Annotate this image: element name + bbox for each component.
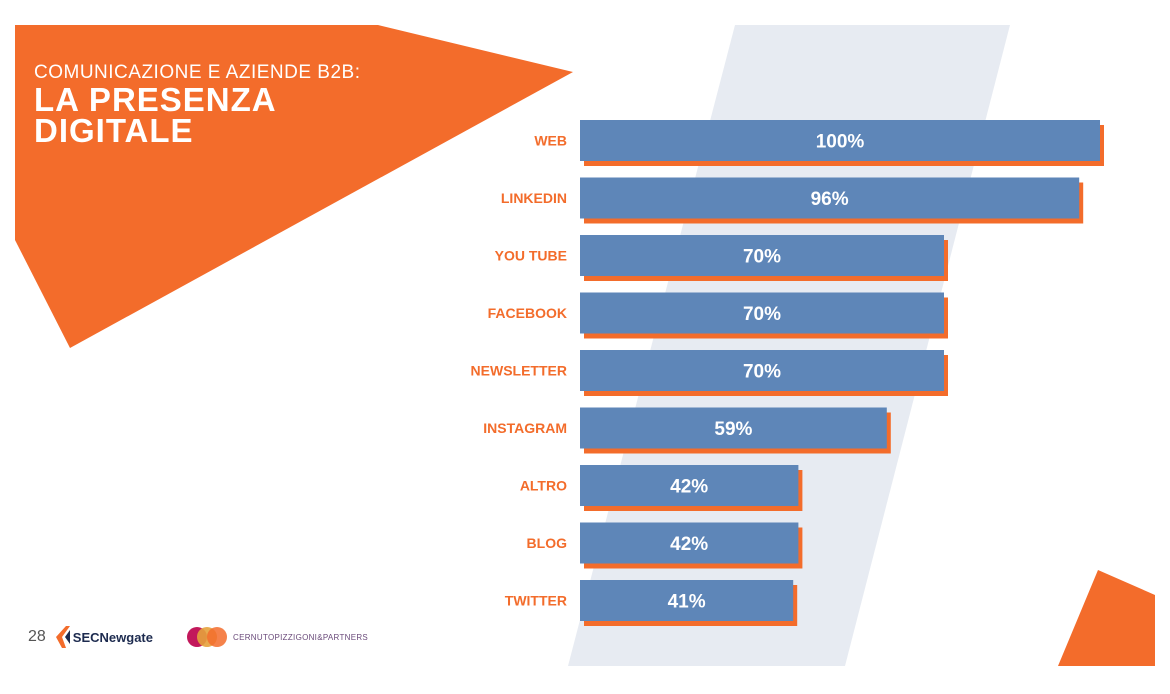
category-label: NEWSLETTER: [471, 363, 567, 379]
secnewgate-logo-text: SECNewgate: [72, 629, 153, 645]
category-label: YOU TUBE: [495, 248, 567, 264]
category-label: INSTAGRAM: [483, 420, 567, 436]
category-label: ALTRO: [520, 478, 567, 494]
secnewgate-logo: SECNewgate: [55, 626, 153, 648]
value-label: 96%: [811, 189, 849, 210]
bar-facebook: [580, 292, 944, 334]
title-block: COMUNICAZIONE E AZIENDE B2B: LA PRESENZA…: [34, 62, 361, 149]
category-label: BLOG: [527, 535, 568, 551]
slide-title-line1: LA PRESENZA: [34, 81, 277, 118]
bar-you-tube: [580, 235, 944, 276]
value-label: 42%: [670, 477, 708, 498]
slide-title-line2: DIGITALE: [34, 112, 194, 149]
bar-altro: [580, 465, 799, 506]
value-label: 42%: [670, 534, 708, 555]
value-label: 70%: [743, 247, 781, 268]
bar-blog: [580, 522, 799, 564]
bar-twitter: [580, 580, 794, 621]
slide-subtitle: COMUNICAZIONE E AZIENDE B2B:: [34, 62, 361, 83]
secnewgate-mark-icon: [55, 626, 70, 648]
category-label: LINKEDIN: [501, 190, 567, 206]
value-label: 41%: [668, 592, 706, 613]
orange-title-banner: [15, 25, 573, 348]
category-label: FACEBOOK: [488, 305, 567, 321]
category-label: TWITTER: [505, 593, 567, 609]
category-label: WEB: [534, 133, 567, 149]
cernuto-logo-text: CERNUTOPIZZIGONI&PARTNERS: [233, 632, 369, 642]
orange-corner-shape: [1058, 570, 1155, 666]
value-label: 59%: [714, 419, 752, 440]
footer: 28 SECNewgate CERNUTOPIZZIGONI&PARTNERS: [28, 622, 368, 652]
bar-instagram: [580, 407, 887, 449]
bar-linkedin: [580, 177, 1080, 219]
cernuto-mark-icon: [187, 627, 227, 647]
value-label: 70%: [743, 362, 781, 383]
cernuto-logo: CERNUTOPIZZIGONI&PARTNERS: [185, 625, 368, 649]
bar-web: [580, 120, 1100, 161]
value-label: 70%: [743, 304, 781, 325]
page-number: 28: [28, 628, 46, 645]
bar-newsletter: [580, 350, 944, 391]
value-label: 100%: [816, 132, 865, 153]
